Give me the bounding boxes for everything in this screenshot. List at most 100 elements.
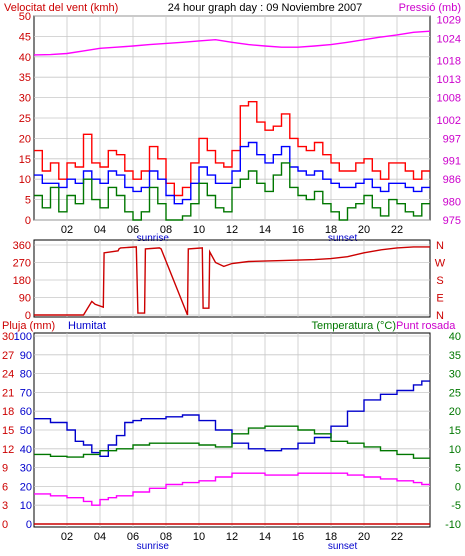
left-tick-label: 360 <box>13 240 31 252</box>
humidity-axis-title: Humitat <box>68 320 106 332</box>
sunset-label: sunset <box>328 541 358 552</box>
right-tick-label: 40 <box>449 331 461 343</box>
humidity-tick-label: 40 <box>20 444 32 456</box>
left-tick-label: 0 <box>25 310 31 322</box>
wind-pressure-panel: 02 04 06 08 10 12 14 16 18 20 22 0 5 10 15 20 25 30 35 40 45… <box>19 11 461 244</box>
series-line-0 <box>34 246 430 316</box>
right-tick-label: 986 <box>443 174 461 186</box>
x-tick-label: 16 <box>292 224 304 236</box>
humidity-tick-label: 50 <box>20 425 32 437</box>
left-tick-label: 270 <box>13 258 31 270</box>
x-tick-label: 04 <box>94 224 106 236</box>
humidity-tick-label: 80 <box>20 369 32 381</box>
rain-tick-label: 15 <box>2 425 14 437</box>
rain-tick-label: 0 <box>2 519 8 531</box>
compass-label: N <box>436 240 444 252</box>
rain-tick-label: 21 <box>2 387 14 399</box>
wind-speed-axis-title: Velocitat del vent (kmh) <box>4 2 118 14</box>
sunset-label: sunset <box>328 233 358 244</box>
right-tick-label: 1018 <box>437 56 461 68</box>
rain-tick-label: 12 <box>2 444 14 456</box>
x-tick-label: 18 <box>325 224 337 236</box>
x-tick-label: 20 <box>358 224 370 236</box>
left-tick-label: 25 <box>19 113 31 125</box>
left-tick-label: 90 <box>19 293 31 305</box>
x-tick-label: 22 <box>391 531 403 543</box>
rain-tick-label: 27 <box>2 350 14 362</box>
humidity-tick-label: 20 <box>20 481 32 493</box>
x-tick-label: 02 <box>61 224 73 236</box>
humidity-temperature-panel: 02 04 06 08 10 12 14 16 18 20 22 0 3 6 9 12 15 18 21 24 27 30… <box>2 331 461 552</box>
compass-label: S <box>436 275 443 287</box>
x-tick-label: 08 <box>160 224 172 236</box>
right-tick-label: 1008 <box>437 93 461 105</box>
right-tick-label: 980 <box>443 196 461 208</box>
x-tick-label: 18 <box>325 531 337 543</box>
right-tick-label: 20 <box>449 406 461 418</box>
series-line-2 <box>34 162 430 221</box>
x-tick-label: 14 <box>259 531 271 543</box>
right-tick-label: 15 <box>449 425 461 437</box>
x-tick-label: 10 <box>193 531 205 543</box>
graph-title: 24 hour graph day : 09 Noviembre 2007 <box>168 2 362 14</box>
left-tick-label: 35 <box>19 72 31 84</box>
x-tick-label: 20 <box>358 531 370 543</box>
left-tick-label: 50 <box>19 11 31 23</box>
right-tick-label: 35 <box>449 350 461 362</box>
right-tick-label: 1013 <box>437 74 461 86</box>
humidity-tick-label: 70 <box>20 387 32 399</box>
rain-tick-label: 9 <box>2 463 8 475</box>
compass-label: N <box>436 310 444 322</box>
right-tick-label: -5 <box>451 500 461 512</box>
left-tick-label: 180 <box>13 275 31 287</box>
right-tick-label: 991 <box>443 156 461 168</box>
left-tick-label: 15 <box>19 154 31 166</box>
humidity-tick-label: 60 <box>20 406 32 418</box>
rain-tick-label: 18 <box>2 406 14 418</box>
x-tick-label: 06 <box>127 531 139 543</box>
left-tick-label: 10 <box>19 174 31 186</box>
right-tick-label: 1029 <box>437 15 461 27</box>
sunrise-label: sunrise <box>137 233 170 244</box>
rain-tick-label: 6 <box>2 481 8 493</box>
humidity-tick-label: 100 <box>14 331 32 343</box>
left-tick-label: 45 <box>19 31 31 43</box>
humidity-tick-label: 90 <box>20 350 32 362</box>
right-tick-label: 5 <box>455 463 461 475</box>
temperature-axis-title: Temperatura (°C) <box>312 320 396 332</box>
humidity-tick-label: 10 <box>20 500 32 512</box>
right-tick-label: 1024 <box>437 33 461 45</box>
right-tick-label: 1002 <box>437 115 461 127</box>
left-tick-label: 40 <box>19 52 31 64</box>
x-tick-label: 22 <box>391 224 403 236</box>
pressure-axis-title: Pressió (mb) <box>399 2 461 14</box>
dewpoint-axis-title: Punt rosada <box>396 320 456 332</box>
series-line-1 <box>34 141 430 205</box>
left-tick-label: 0 <box>25 215 31 227</box>
x-tick-label: 12 <box>226 224 238 236</box>
x-tick-label: 04 <box>94 531 106 543</box>
humidity-tick-label: 0 <box>26 519 32 531</box>
sunrise-label: sunrise <box>137 541 170 552</box>
right-tick-label: 975 <box>443 215 461 227</box>
left-tick-label: 20 <box>19 133 31 145</box>
compass-label: W <box>435 258 446 270</box>
humidity-tick-label: 30 <box>20 463 32 475</box>
right-tick-label: 10 <box>449 444 461 456</box>
rain-axis-title: Pluja (mm) <box>2 320 55 332</box>
x-tick-label: 12 <box>226 531 238 543</box>
rain-tick-label: 24 <box>2 369 14 381</box>
series-line-3 <box>33 30 431 56</box>
series-line-0 <box>34 380 430 457</box>
rain-tick-label: 3 <box>2 500 8 512</box>
x-tick-label: 14 <box>259 224 271 236</box>
x-tick-label: 10 <box>193 224 205 236</box>
compass-label: E <box>436 293 443 305</box>
left-tick-label: 5 <box>25 195 31 207</box>
rain-tick-label: 30 <box>2 331 14 343</box>
series-line-2 <box>34 472 430 506</box>
